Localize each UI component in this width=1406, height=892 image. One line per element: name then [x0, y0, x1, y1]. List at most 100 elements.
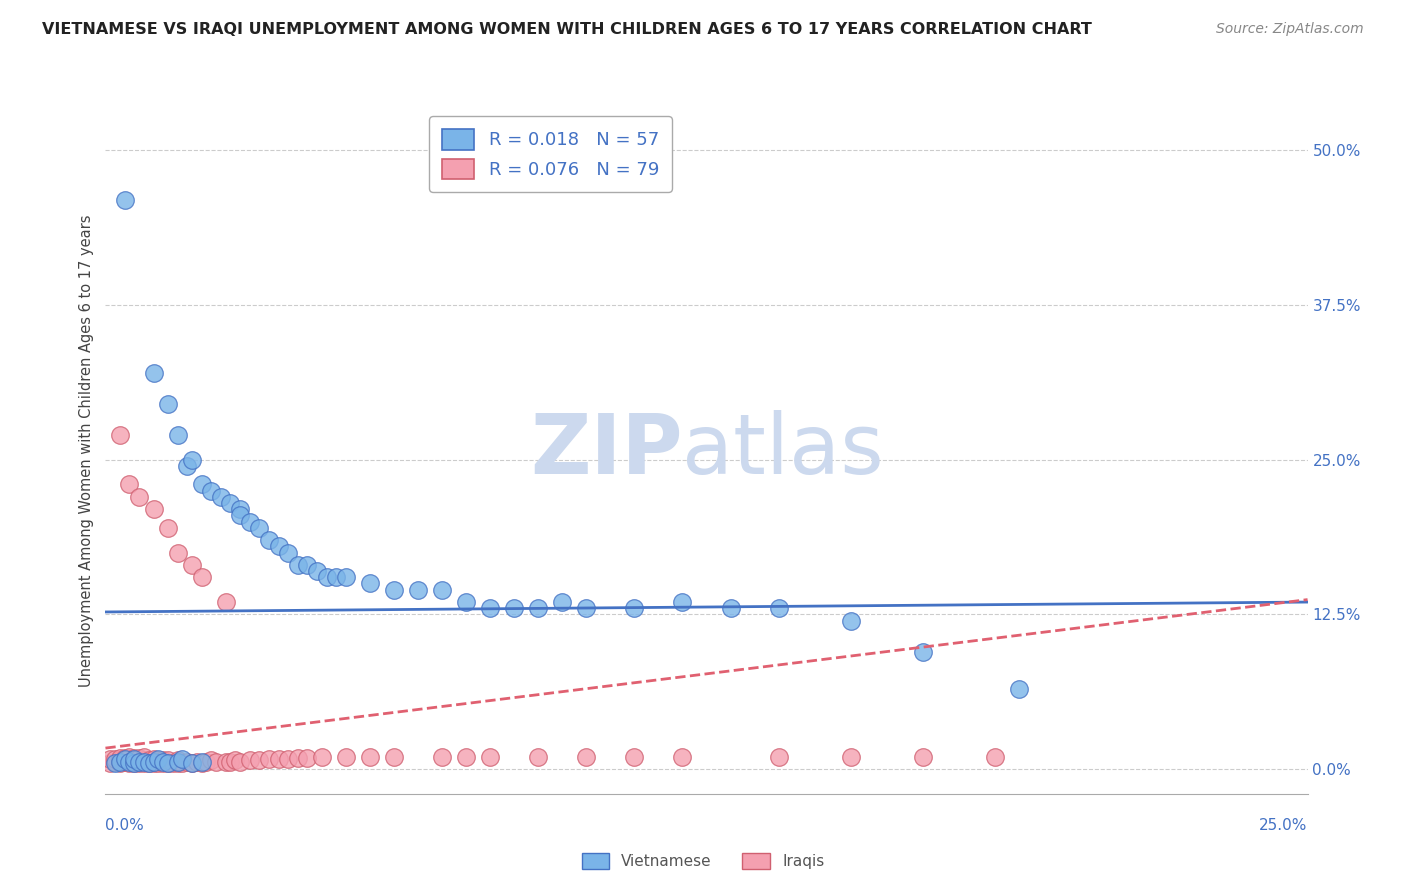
Point: [267, 540, 290, 554]
Point: [527, 749, 550, 764]
Point: [247, 754, 270, 768]
Point: [98, 756, 121, 770]
Point: [142, 366, 165, 380]
Point: [479, 601, 502, 615]
Point: [114, 751, 136, 765]
Point: [108, 428, 131, 442]
Point: [239, 754, 262, 768]
Point: [128, 490, 150, 504]
Point: [287, 558, 309, 572]
Point: [181, 558, 204, 572]
Point: [575, 601, 598, 615]
Point: [190, 477, 212, 491]
Point: [219, 496, 242, 510]
Point: [142, 756, 165, 770]
Y-axis label: Unemployment Among Women with Children Ages 6 to 17 years: Unemployment Among Women with Children A…: [79, 214, 94, 687]
Point: [623, 749, 645, 764]
Point: [176, 458, 198, 473]
Point: [138, 754, 160, 768]
Point: [104, 752, 127, 766]
Point: [128, 754, 150, 768]
Point: [118, 477, 141, 491]
Point: [305, 564, 328, 578]
Point: [277, 752, 299, 766]
Point: [118, 756, 141, 770]
Point: [152, 756, 174, 770]
Point: [527, 601, 550, 615]
Point: [114, 754, 136, 768]
Point: [148, 754, 170, 768]
Point: [239, 515, 262, 529]
Point: [768, 601, 790, 615]
Point: [118, 754, 141, 768]
Point: [181, 756, 204, 770]
Point: [623, 601, 645, 615]
Point: [257, 533, 280, 548]
Point: [911, 644, 934, 658]
Point: [214, 755, 236, 769]
Point: [209, 490, 232, 504]
Point: [359, 749, 381, 764]
Point: [671, 749, 693, 764]
Point: [128, 755, 150, 769]
Point: [454, 749, 477, 764]
Point: [229, 502, 252, 516]
Point: [148, 756, 170, 770]
Point: [98, 752, 121, 766]
Point: [166, 756, 188, 770]
Point: [156, 756, 179, 770]
Text: 0.0%: 0.0%: [105, 818, 145, 832]
Point: [768, 749, 790, 764]
Point: [671, 595, 693, 609]
Point: [205, 755, 228, 769]
Point: [138, 756, 160, 770]
Point: [156, 754, 179, 768]
Point: [229, 508, 252, 523]
Point: [166, 755, 188, 769]
Point: [335, 570, 357, 584]
Point: [142, 502, 165, 516]
Point: [720, 601, 742, 615]
Point: [108, 755, 131, 769]
Point: [108, 751, 131, 765]
Point: [190, 570, 212, 584]
Point: [108, 756, 131, 770]
Point: [503, 601, 526, 615]
Point: [114, 752, 136, 766]
Point: [257, 752, 280, 766]
Point: [118, 749, 141, 764]
Point: [128, 751, 150, 765]
Point: [229, 755, 252, 769]
Text: Source: ZipAtlas.com: Source: ZipAtlas.com: [1216, 22, 1364, 37]
Point: [124, 751, 146, 765]
Point: [1008, 681, 1031, 696]
Point: [181, 756, 204, 770]
Point: [166, 754, 188, 768]
Text: 25.0%: 25.0%: [1260, 818, 1308, 832]
Point: [297, 558, 319, 572]
Point: [325, 570, 347, 584]
Point: [124, 754, 146, 768]
Point: [267, 752, 290, 766]
Text: VIETNAMESE VS IRAQI UNEMPLOYMENT AMONG WOMEN WITH CHILDREN AGES 6 TO 17 YEARS CO: VIETNAMESE VS IRAQI UNEMPLOYMENT AMONG W…: [42, 22, 1092, 37]
Point: [335, 749, 357, 764]
Point: [156, 397, 179, 411]
Point: [224, 754, 246, 768]
Point: [839, 749, 862, 764]
Point: [138, 756, 160, 770]
Point: [172, 752, 194, 766]
Point: [118, 752, 141, 766]
Point: [124, 752, 146, 766]
Point: [575, 749, 598, 764]
Point: [172, 756, 194, 770]
Point: [142, 755, 165, 769]
Point: [104, 755, 127, 769]
Point: [406, 582, 429, 597]
Point: [839, 614, 862, 628]
Point: [430, 582, 453, 597]
Point: [142, 752, 165, 766]
Point: [200, 483, 222, 498]
Text: atlas: atlas: [682, 410, 884, 491]
Point: [132, 749, 155, 764]
Point: [200, 754, 222, 768]
